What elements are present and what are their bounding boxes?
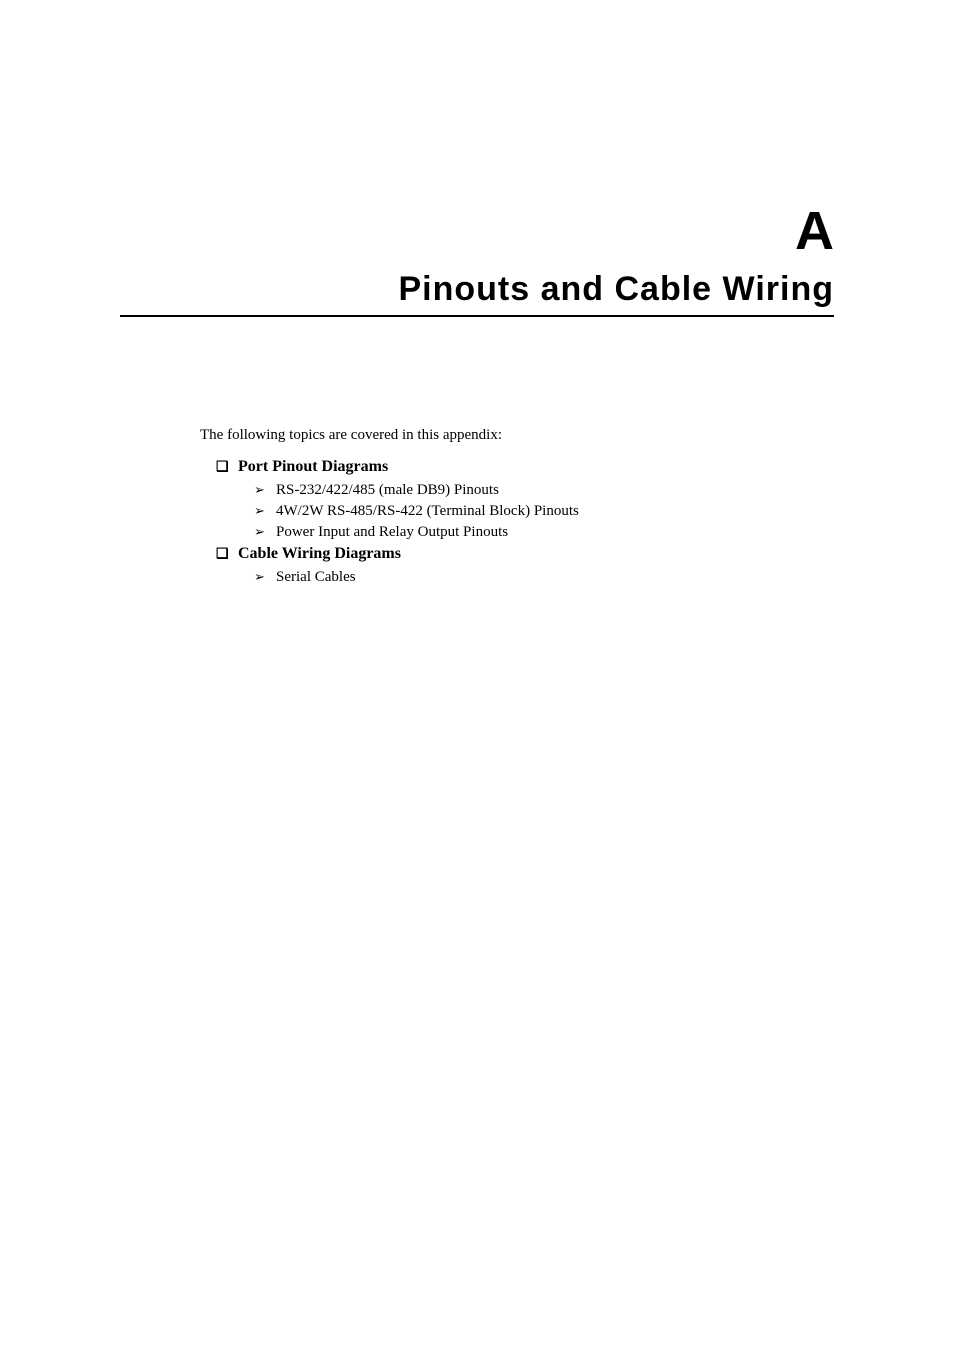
title-underline (120, 315, 834, 317)
intro-paragraph: The following topics are covered in this… (200, 427, 834, 444)
topic-sub-item: ➢4W/2W RS-485/RS-422 (Terminal Block) Pi… (200, 503, 834, 520)
sub-item-text: RS-232/422/485 (male DB9) Pinouts (276, 482, 499, 498)
topic-sub-item: ➢Power Input and Relay Output Pinouts (200, 524, 834, 541)
sub-item-text: Serial Cables (276, 569, 356, 585)
arrow-bullet-icon: ➢ (254, 569, 276, 585)
appendix-letter: A (200, 200, 834, 262)
square-bullet-icon: ❑ (216, 545, 238, 562)
topic-section-heading: ❑Cable Wiring Diagrams (200, 545, 834, 563)
topic-section-heading: ❑Port Pinout Diagrams (200, 458, 834, 476)
topics-list: ❑Port Pinout Diagrams ➢RS-232/422/485 (m… (200, 458, 834, 586)
arrow-bullet-icon: ➢ (254, 524, 276, 540)
sub-item-text: Power Input and Relay Output Pinouts (276, 524, 508, 540)
appendix-title: Pinouts and Cable Wiring (200, 270, 834, 315)
sub-item-text: 4W/2W RS-485/RS-422 (Terminal Block) Pin… (276, 503, 579, 519)
page-content: A Pinouts and Cable Wiring The following… (0, 0, 954, 586)
topic-sub-item: ➢RS-232/422/485 (male DB9) Pinouts (200, 482, 834, 499)
topic-sub-item: ➢Serial Cables (200, 569, 834, 586)
arrow-bullet-icon: ➢ (254, 503, 276, 519)
arrow-bullet-icon: ➢ (254, 482, 276, 498)
section-title: Cable Wiring Diagrams (238, 545, 401, 562)
square-bullet-icon: ❑ (216, 458, 238, 475)
section-title: Port Pinout Diagrams (238, 458, 388, 475)
